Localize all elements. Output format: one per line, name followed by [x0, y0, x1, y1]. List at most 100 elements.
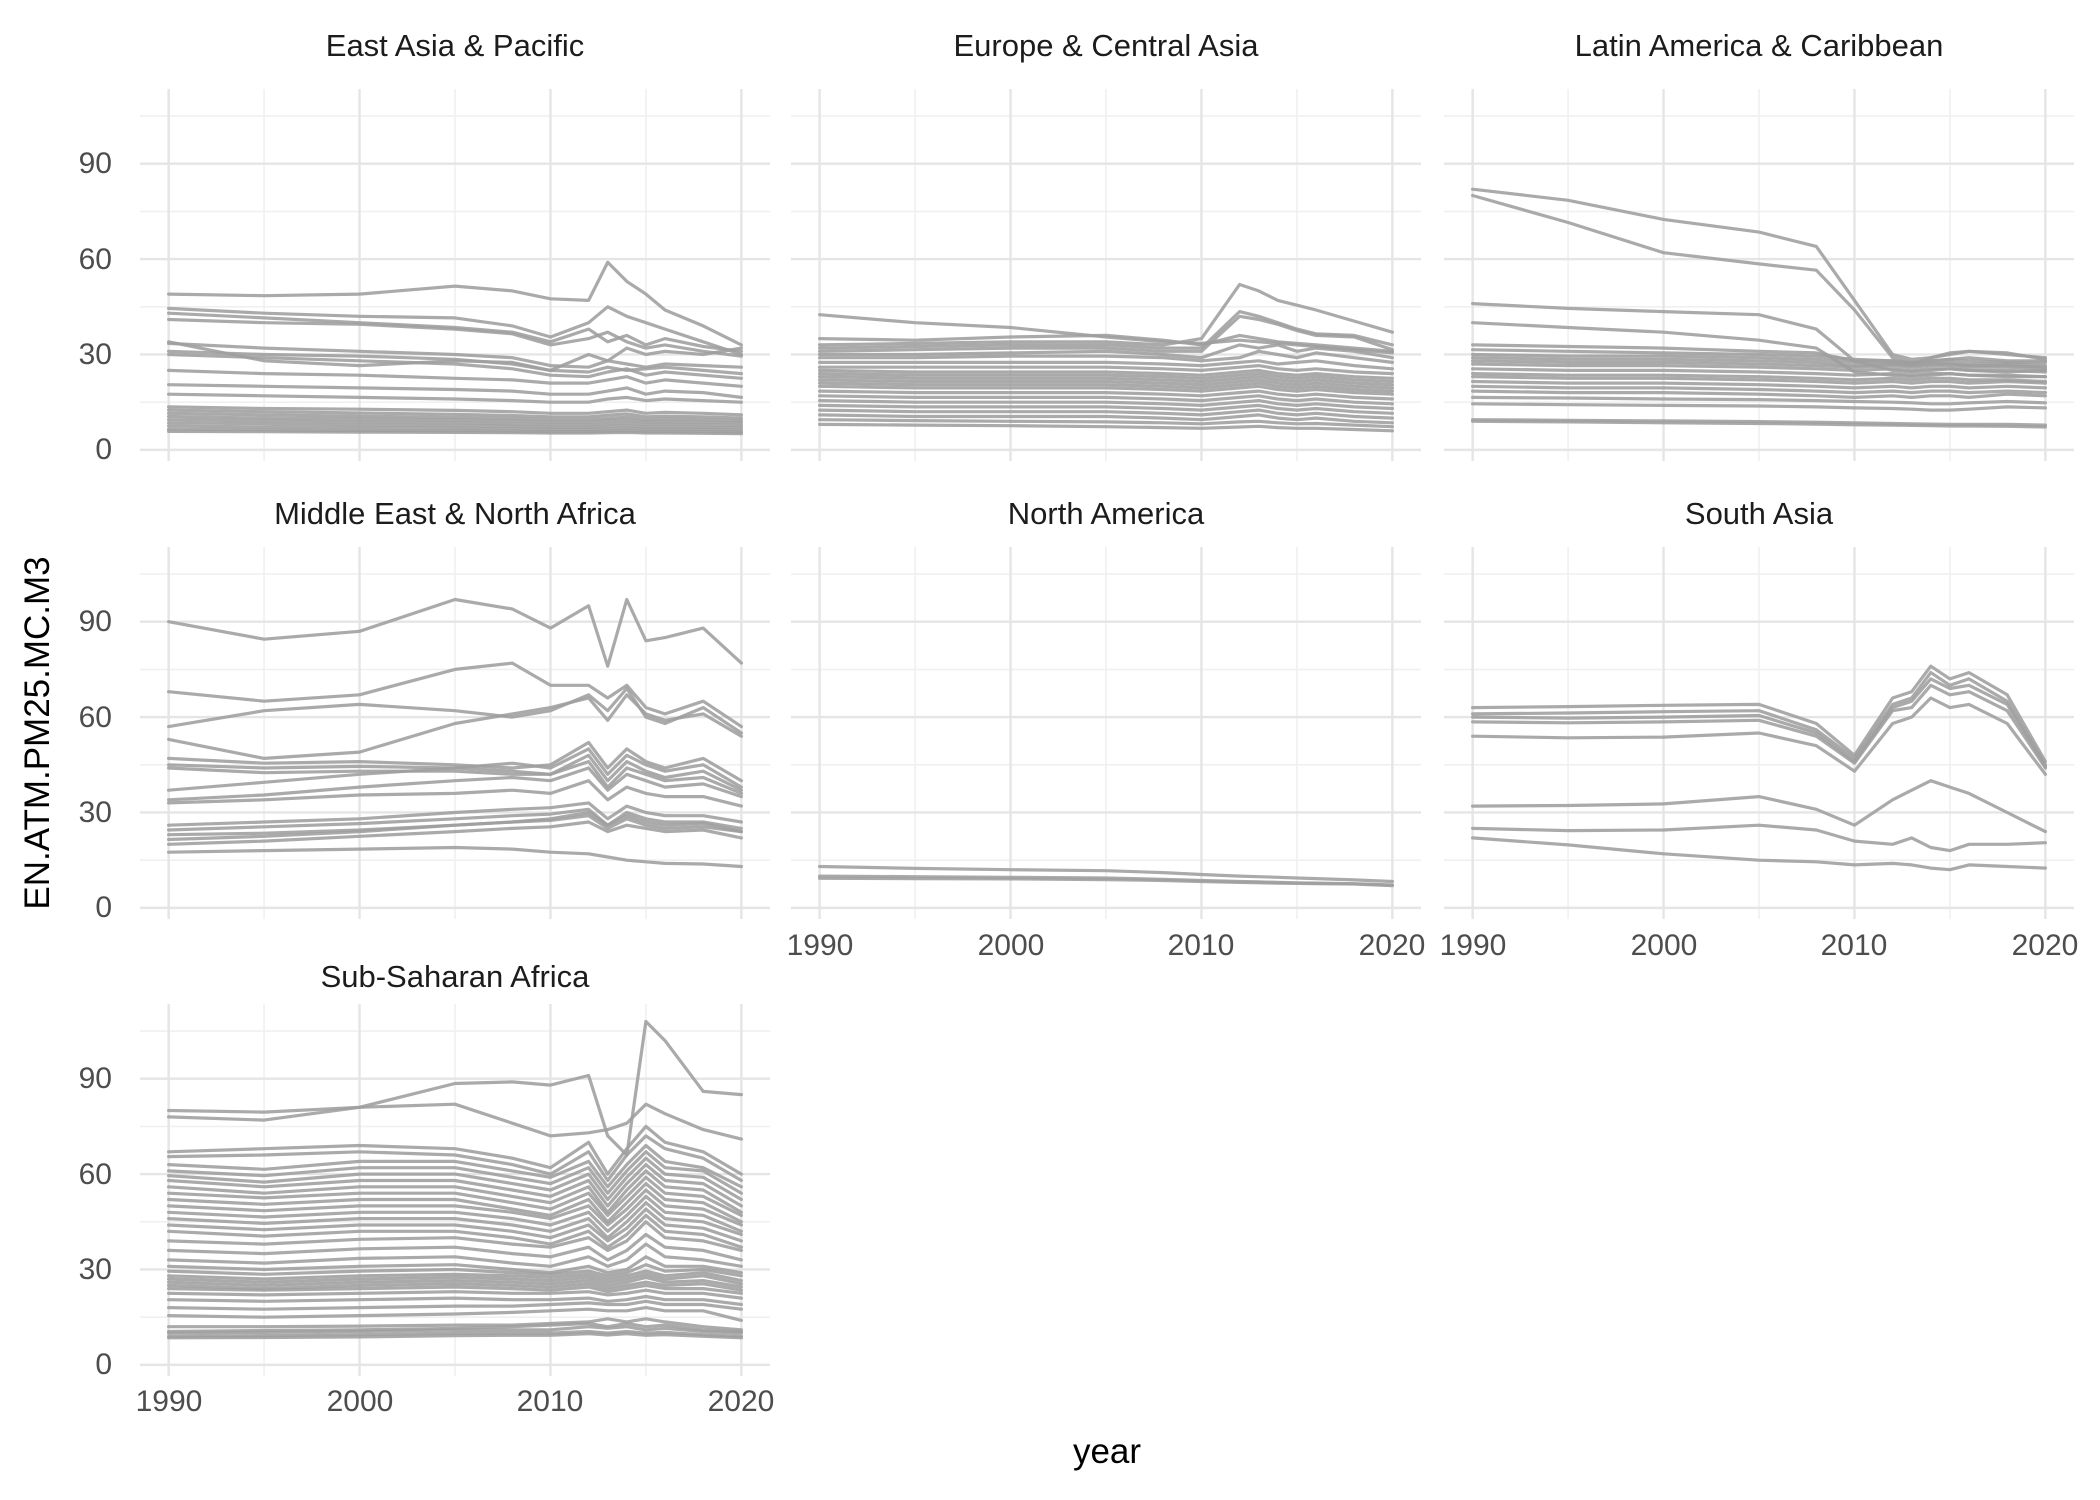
country-line — [167, 1156, 744, 1202]
country-line — [167, 1150, 744, 1195]
country-line — [167, 317, 744, 358]
y-tick-label: 90 — [78, 147, 112, 180]
country-line — [167, 1163, 744, 1208]
panel-north-america — [791, 547, 1421, 919]
panel-sub-saharan-africa — [140, 1004, 770, 1376]
country-line — [167, 414, 744, 425]
country-line — [167, 1269, 744, 1283]
country-line — [167, 760, 744, 795]
country-line — [167, 1213, 744, 1249]
y-tick-label: 0 — [95, 1348, 112, 1381]
country-line — [1471, 402, 2048, 412]
y-tick-label: 30 — [78, 796, 112, 829]
country-line — [818, 408, 1395, 420]
country-line — [818, 364, 1395, 376]
country-line — [167, 421, 744, 430]
x-tick-label: 2010 — [1167, 929, 1235, 962]
country-line — [1471, 362, 2048, 374]
country-line — [1471, 419, 2048, 429]
y-tick-label: 0 — [95, 433, 112, 466]
country-line — [818, 368, 1395, 380]
facet-plot-area — [140, 547, 770, 919]
country-line — [818, 864, 1395, 884]
y-tick-label: 0 — [95, 891, 112, 924]
country-line — [167, 1272, 744, 1286]
country-line — [167, 661, 744, 729]
country-line — [167, 383, 744, 399]
country-line — [1471, 779, 2048, 834]
x-tick-label: 2020 — [1358, 929, 1426, 962]
country-line — [1471, 677, 2048, 768]
country-line — [167, 352, 744, 380]
country-line — [167, 845, 744, 869]
facet-title-south-asia: South Asia — [1684, 496, 1834, 531]
country-line — [818, 378, 1395, 390]
x-tick-label: 2020 — [707, 1385, 775, 1418]
country-line — [818, 413, 1395, 425]
panel-south-asia — [1444, 547, 2074, 919]
panel-latin-america-caribbean — [1444, 89, 2074, 461]
country-line — [167, 810, 744, 842]
country-line — [167, 1232, 744, 1262]
country-line — [818, 343, 1395, 360]
country-line — [167, 1288, 744, 1300]
country-line — [167, 260, 744, 347]
facet-plot-area — [140, 1004, 770, 1376]
country-line — [167, 305, 744, 357]
country-line — [818, 389, 1395, 401]
country-line — [167, 1329, 744, 1338]
country-line — [167, 1143, 744, 1189]
country-line — [1471, 836, 2048, 872]
facet-plot-area — [791, 547, 1421, 919]
country-line — [167, 1263, 744, 1278]
facet-title-europe-central-asia: Europe & Central Asia — [953, 28, 1259, 63]
country-line — [167, 801, 744, 827]
x-tick-label: 1990 — [786, 929, 854, 962]
x-tick-label: 2000 — [326, 1385, 394, 1418]
country-line — [1471, 389, 2048, 399]
y-tick-label: 60 — [78, 243, 112, 276]
country-line — [167, 1299, 744, 1311]
country-line — [167, 1220, 744, 1252]
country-line — [167, 1182, 744, 1224]
country-line — [1471, 375, 2048, 385]
panel-east-asia-pacific — [140, 89, 770, 461]
country-line — [818, 422, 1395, 433]
y-axis-title: EN.ATM.PM25.MC.M3 — [18, 556, 57, 910]
y-tick-label: 60 — [78, 1158, 112, 1191]
facet-title-middle-east-north-africa: Middle East & North Africa — [274, 496, 636, 531]
x-axis-title: year — [1072, 1432, 1142, 1471]
country-line — [167, 1280, 744, 1292]
x-tick-label: 2000 — [1630, 929, 1698, 962]
country-line — [167, 807, 744, 832]
country-line — [167, 597, 744, 668]
country-line — [167, 408, 744, 420]
facet-plot-area — [791, 89, 1421, 461]
country-line — [167, 747, 744, 789]
facet-plot-area — [1444, 547, 2074, 919]
country-line — [818, 359, 1395, 371]
country-line — [167, 1325, 744, 1335]
country-line — [1471, 670, 2048, 767]
country-line — [1471, 395, 2048, 406]
facet-title-sub-saharan-africa: Sub-Saharan Africa — [320, 959, 590, 994]
facet-title-latin-america-caribbean: Latin America & Caribbean — [1574, 28, 1944, 63]
country-line — [167, 424, 744, 432]
country-line — [1471, 384, 2048, 395]
country-line — [167, 411, 744, 423]
panel-middle-east-north-africa — [140, 547, 770, 919]
country-line — [167, 1194, 744, 1233]
country-line — [818, 381, 1395, 393]
country-line — [167, 1124, 744, 1176]
country-line — [167, 1294, 744, 1307]
country-line — [167, 392, 744, 404]
country-line — [167, 340, 744, 372]
x-tick-label: 1990 — [135, 1385, 203, 1418]
country-line — [167, 820, 744, 846]
country-line — [818, 375, 1395, 387]
country-line — [1471, 193, 2048, 364]
country-line — [167, 1175, 744, 1217]
country-line — [818, 372, 1395, 384]
country-line — [818, 399, 1395, 411]
